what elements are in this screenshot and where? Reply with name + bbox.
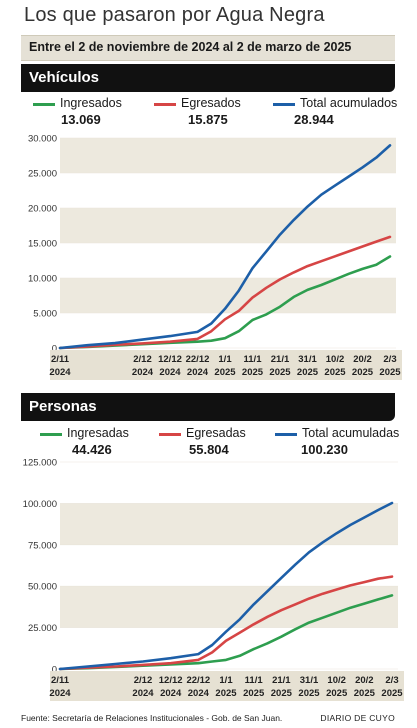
legend-label: Total acumulados <box>300 96 398 110</box>
legend-label: Egresadas <box>186 426 246 440</box>
x-tick-label: 1/1 <box>218 354 232 365</box>
x-tick-label: 2/3 <box>383 354 396 365</box>
x-tick-year: 2025 <box>324 367 346 378</box>
x-tick-label: 2/12 <box>133 354 152 365</box>
legend-swatch-green <box>40 433 62 436</box>
legend-swatch-blue <box>273 103 295 106</box>
y-tick-label: 15.000 <box>28 239 57 250</box>
x-axis-strip <box>50 671 404 701</box>
grid-band <box>60 208 396 243</box>
x-tick-year: 2025 <box>381 688 403 699</box>
date-range-bar: Entre el 2 de noviembre de 2024 al 2 de … <box>21 35 395 61</box>
x-tick-label: 22/12 <box>186 354 210 365</box>
x-tick-label: 10/2 <box>327 675 346 686</box>
date-range-text: Entre el 2 de noviembre de 2024 al 2 de … <box>29 40 352 54</box>
x-tick-year: 2024 <box>132 367 154 378</box>
legend-label: Total acumuladas <box>302 426 400 440</box>
legend-swatch-green <box>33 103 55 106</box>
x-tick-label: 2/3 <box>385 675 398 686</box>
chart-personas: 0 25.000 50.000 75.000 100.000 125.000 2/11 202… <box>23 458 404 701</box>
x-tick-year: 2025 <box>243 688 265 699</box>
x-tick-year: 2025 <box>269 367 291 378</box>
grid-band <box>60 503 398 545</box>
grid-band <box>60 138 396 173</box>
x-tick-label: 2/12 <box>134 675 153 686</box>
x-tick-year: 2025 <box>326 688 348 699</box>
x-tick-year: 2025 <box>352 367 374 378</box>
legend-label: Egresados <box>181 96 241 110</box>
x-tick-label: 20/2 <box>355 675 374 686</box>
x-tick-label: 31/1 <box>300 675 319 686</box>
x-tick-year: 2024 <box>188 688 210 699</box>
legend-value: 55.804 <box>189 442 229 457</box>
x-tick-label: 11/1 <box>244 354 263 365</box>
x-tick-label: 22/12 <box>186 675 210 686</box>
x-tick-label: 21/1 <box>271 354 290 365</box>
x-tick-year: 2025 <box>271 688 293 699</box>
x-tick-label: 1/1 <box>219 675 233 686</box>
legend-value: 28.944 <box>294 112 334 127</box>
section-title-personas: Personas <box>29 398 97 415</box>
x-tick-label: 31/1 <box>298 354 317 365</box>
y-tick-label: 5.000 <box>33 309 57 320</box>
chart-vehiculos: 0 5.000 10.000 15.000 20.000 25.000 30.000 2/11… <box>28 134 402 380</box>
x-tick-label: 11/1 <box>245 675 264 686</box>
x-tick-label: 2/11 <box>51 354 70 365</box>
series-line-total <box>58 501 394 671</box>
legend-value: 100.230 <box>301 442 348 457</box>
legend-value: 13.069 <box>61 112 101 127</box>
x-tick-year: 2024 <box>187 367 209 378</box>
x-tick-year: 2025 <box>297 367 319 378</box>
y-tick-label: 75.000 <box>28 540 57 551</box>
series-line-egresos <box>58 235 392 350</box>
x-tick-label: 10/2 <box>326 354 345 365</box>
source-note: Fuente: Secretaría de Relaciones Institu… <box>21 713 283 723</box>
y-tick-label: 20.000 <box>28 204 57 215</box>
x-tick-year: 2024 <box>49 688 71 699</box>
legend-value: 15.875 <box>188 112 228 127</box>
y-tick-label: 10.000 <box>28 274 57 285</box>
x-tick-year: 2024 <box>159 367 181 378</box>
y-tick-label: 25.000 <box>28 623 57 634</box>
y-tick-label: 25.000 <box>28 169 57 180</box>
grid-band <box>60 586 398 628</box>
series-line-total <box>58 144 392 350</box>
x-tick-label: 21/1 <box>272 675 291 686</box>
x-tick-year: 2025 <box>379 367 401 378</box>
x-tick-label: 20/2 <box>353 354 372 365</box>
section-title-vehiculos: Vehículos <box>29 69 100 86</box>
legend-value: 44.426 <box>72 442 112 457</box>
section-header-vehiculos: Vehículos <box>21 64 395 92</box>
legend-label: Ingresadas <box>67 426 129 440</box>
x-tick-year: 2025 <box>354 688 376 699</box>
x-tick-year: 2025 <box>242 367 264 378</box>
x-tick-year: 2025 <box>214 367 236 378</box>
x-tick-year: 2024 <box>160 688 182 699</box>
x-tick-label: 12/12 <box>159 675 183 686</box>
brand-credit: DIARIO DE CUYO <box>320 713 395 723</box>
x-axis-strip <box>50 350 402 380</box>
x-tick-label: 12/12 <box>158 354 182 365</box>
series-line-egresos <box>58 575 394 671</box>
x-tick-year: 2025 <box>298 688 320 699</box>
legend-label: Ingresados <box>60 96 122 110</box>
x-tick-year: 2024 <box>49 367 71 378</box>
y-tick-label: 100.000 <box>23 499 57 510</box>
y-tick-label: 0 <box>52 665 57 676</box>
y-tick-label: 50.000 <box>28 582 57 593</box>
legend-swatch-red <box>154 103 176 106</box>
legend-swatch-red <box>159 433 181 436</box>
y-tick-label: 0 <box>52 344 57 355</box>
grid-band <box>60 278 396 313</box>
legend-swatch-blue <box>275 433 297 436</box>
x-tick-label: 2/11 <box>51 675 70 686</box>
x-tick-year: 2024 <box>132 688 154 699</box>
section-header-personas: Personas <box>21 393 395 421</box>
page-title: Los que pasaron por Agua Negra <box>24 4 325 26</box>
x-tick-year: 2025 <box>215 688 237 699</box>
y-tick-label: 125.000 <box>23 458 57 469</box>
y-tick-label: 30.000 <box>28 134 57 145</box>
